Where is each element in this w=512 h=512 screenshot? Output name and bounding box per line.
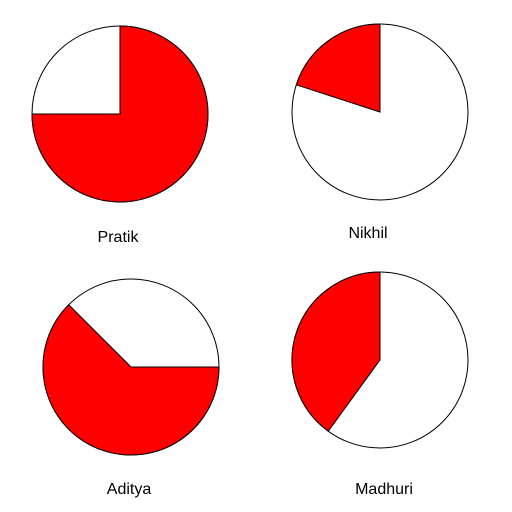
pie-pratik: Pratik	[31, 25, 209, 246]
pie-shaded-slice	[31, 25, 209, 203]
pie-shaded-slice	[42, 304, 220, 456]
pie-nikhil: Nikhil	[291, 23, 469, 242]
pie-label: Aditya	[107, 481, 152, 498]
pie-shaded-slice	[295, 23, 381, 113]
pie-shaded-slice	[291, 271, 381, 432]
pie-label: Nikhil	[348, 225, 387, 242]
pie-aditya: Aditya	[42, 278, 220, 498]
pie-label: Madhuri	[355, 481, 413, 498]
pie-label: Pratik	[98, 229, 140, 246]
pie-madhuri: Madhuri	[291, 271, 469, 498]
